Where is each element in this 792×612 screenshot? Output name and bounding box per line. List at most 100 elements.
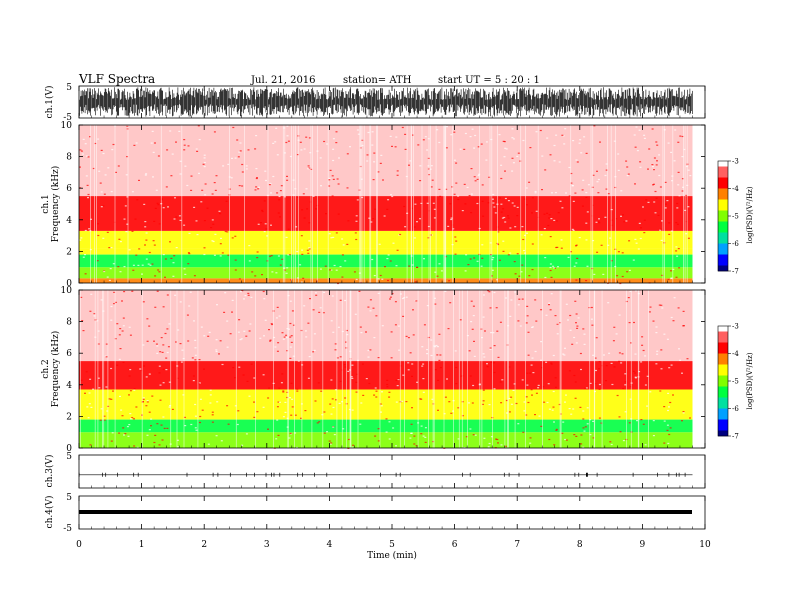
ch1-spec-speckle — [288, 254, 291, 256]
ch2-spec-speckle — [642, 423, 645, 425]
ch1-spec-speckle — [561, 134, 564, 136]
ch2-spec-speckle — [345, 341, 347, 343]
ch1-spec-speckle — [275, 272, 278, 274]
ch1-spec-speckle — [332, 236, 335, 238]
ch2-spec-speckle — [336, 357, 339, 359]
ch2-spec-speckle — [199, 415, 202, 418]
ch1-spec-speckle — [681, 190, 684, 192]
ch1-spec-speckle — [150, 142, 153, 144]
ch1-spec-speckle — [617, 153, 620, 155]
ch2-spec-speckle — [592, 420, 595, 422]
ch1-spec-speckle — [203, 161, 206, 164]
ch1-spec-speckle — [307, 252, 310, 254]
ch2-spec-speckle — [388, 421, 391, 423]
ch1-spec-speckle — [685, 194, 688, 196]
ch1-spec-speckle — [463, 148, 466, 150]
ch2-spec-speckle — [194, 359, 197, 361]
ch1-spec-speckle — [335, 269, 338, 271]
ch2-spec-speckle — [555, 428, 558, 430]
ch1-spec-speckle — [201, 189, 204, 191]
ch1-spec-speckle — [126, 196, 129, 198]
ch1-spec-speckle — [245, 165, 248, 167]
ch1-spec-speckle — [647, 201, 650, 203]
ch2-spec-colorbar-segment — [718, 372, 728, 376]
ch2-spec-colorbar-segment — [718, 328, 728, 332]
ch1-spec-speckle — [438, 263, 441, 265]
ch1-spec-speckle — [144, 226, 147, 228]
ch2-spec-speckle — [282, 416, 285, 418]
ch2-spec-speckle — [313, 349, 316, 351]
ch2-spec-speckle — [351, 364, 354, 366]
ch2-spec-speckle — [246, 380, 249, 382]
ch1-spec-speckle — [585, 192, 588, 194]
ch2-spec-speckle — [282, 338, 285, 340]
ch2-spec-speckle — [289, 346, 292, 348]
ch2-spec-speckle — [505, 399, 508, 402]
ch1-spec-colorbar-tick-label: -3 — [732, 158, 739, 166]
ch1-spec-speckle — [654, 212, 657, 214]
ch1-spec-speckle — [234, 235, 237, 237]
ch1-spec-speckle — [286, 179, 289, 181]
ch1-spec-speckle — [505, 148, 508, 150]
ch2-spec-speckle — [307, 322, 310, 324]
ch1-spec-speckle — [308, 240, 311, 242]
ch2-spec-speckle — [493, 345, 496, 347]
ch2-spec-speckle — [461, 415, 464, 417]
ch2-spec-speckle — [395, 445, 397, 447]
ch2-spec-speckle — [303, 305, 306, 307]
ch1-spec-speckle — [550, 218, 553, 220]
ch1-spec-speckle — [459, 148, 462, 150]
ch2-spec-speckle — [285, 337, 288, 339]
ch1-spec-speckle — [670, 151, 673, 153]
ch2-spec-speckle — [603, 354, 605, 356]
ch2-spec-speckle — [289, 397, 291, 399]
ch1-spec-speckle — [335, 131, 338, 133]
ch2-spec-speckle — [598, 368, 600, 370]
time-tick-label: 6 — [452, 540, 458, 550]
ch1-spec-speckle — [549, 263, 552, 265]
ch2-spec-speckle — [292, 355, 295, 357]
ch2-spec-speckle — [545, 361, 548, 363]
ch2-spec-speckle — [446, 378, 448, 380]
ch1-spec-speckle — [509, 252, 512, 254]
ch1-spec-speckle — [576, 161, 579, 163]
ch1-spec-speckle — [413, 237, 416, 239]
ch2-spec-speckle — [135, 406, 138, 408]
ch1-spec-speckle — [299, 141, 302, 143]
ch1-spec-speckle — [465, 254, 468, 256]
ch2-spec-speckle — [182, 394, 185, 396]
ch1-spec-speckle — [575, 262, 578, 264]
ch1-spec-speckle — [411, 134, 414, 136]
ch1-spec-speckle — [112, 263, 115, 265]
ch1-spec-speckle — [279, 190, 282, 192]
ch2-spec-speckle — [572, 408, 575, 410]
ch2-spec-speckle — [540, 359, 542, 361]
ch1-spec-speckle — [626, 271, 629, 273]
ch1-spec-speckle — [511, 202, 514, 204]
ch2-spec-speckle — [633, 321, 635, 324]
ch1-spec-colorbar-segment — [718, 257, 728, 261]
ch1-spec-speckle — [497, 231, 500, 233]
ch2-spec-speckle — [319, 307, 322, 309]
ch1-spec-speckle — [591, 268, 594, 270]
ch2-spec-speckle — [93, 315, 96, 317]
ch2-spec-colorbar-segment — [718, 400, 728, 404]
ch2-spec-speckle — [100, 408, 103, 410]
ch2-spec-colorbar-tick-label: -5 — [732, 378, 739, 386]
ch1-spec-speckle — [661, 220, 663, 222]
ch1-spec-speckle — [373, 161, 376, 163]
ch2-spec-speckle — [620, 362, 623, 364]
ch2-spec-speckle — [194, 347, 197, 349]
ch2-spec-speckle — [471, 328, 474, 330]
ch1-spec-speckle — [503, 141, 506, 143]
ch2-spec-speckle — [215, 435, 218, 437]
ch2-spec-colorbar-segment — [718, 339, 728, 343]
ch2-spec-speckle — [119, 395, 121, 397]
ch1-spec-colorbar-segment — [718, 232, 728, 236]
ch2-spec-speckle — [110, 398, 113, 400]
ch2-spec-speckle — [154, 434, 157, 436]
ch2-spec-speckle — [294, 414, 297, 416]
ch1-spec-speckle — [328, 179, 331, 181]
ch2-spec-speckle — [510, 403, 513, 405]
ch1-spec-speckle — [148, 251, 151, 254]
